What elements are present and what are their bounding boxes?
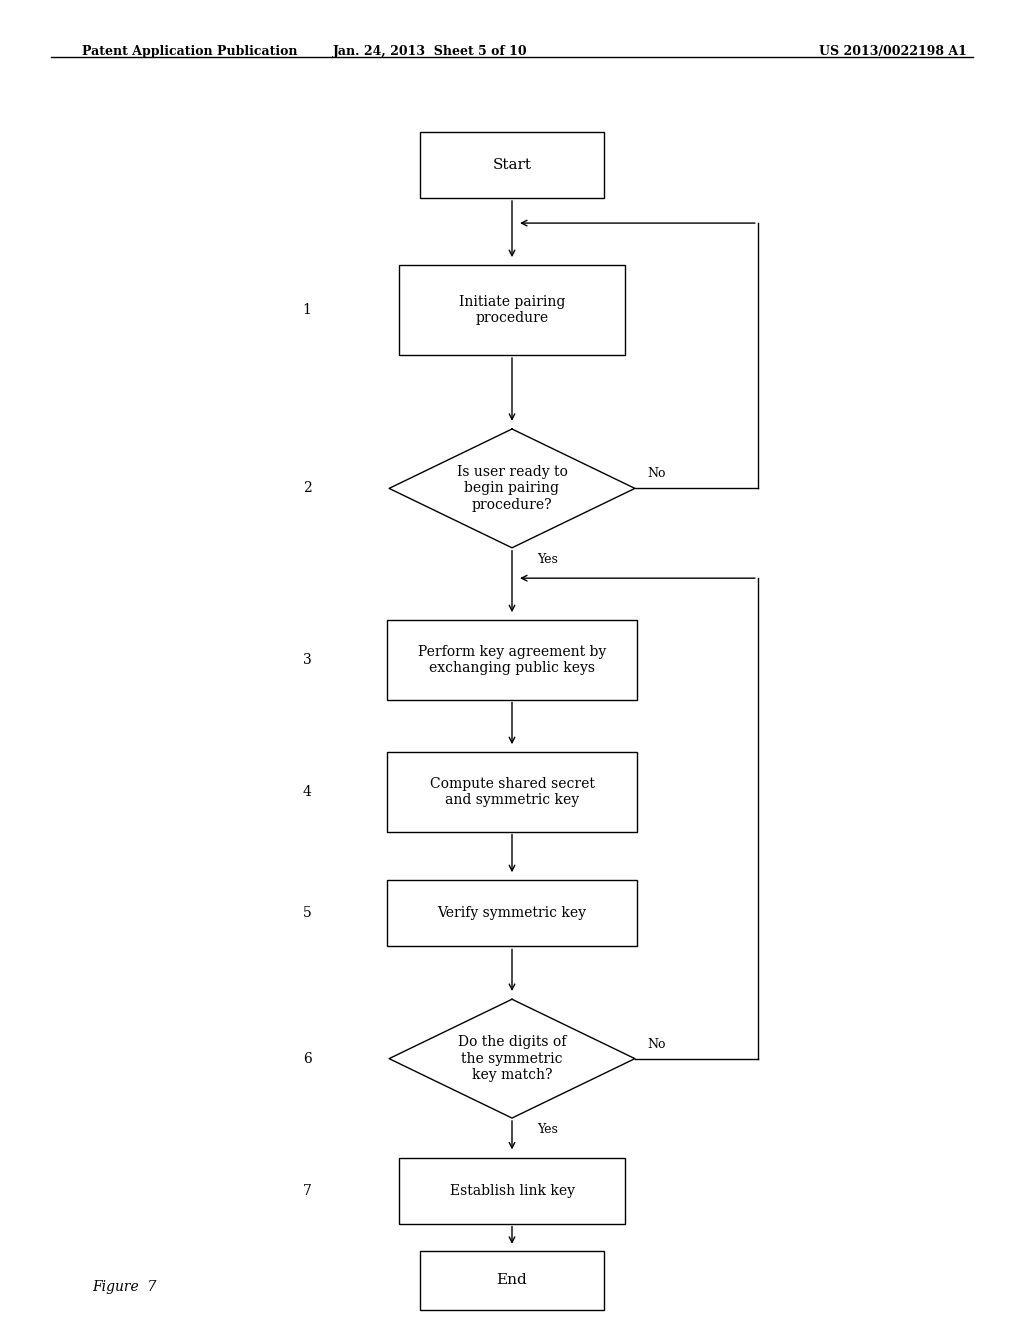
Text: Perform key agreement by
exchanging public keys: Perform key agreement by exchanging publ… xyxy=(418,645,606,675)
Text: Compute shared secret
and symmetric key: Compute shared secret and symmetric key xyxy=(429,777,595,807)
FancyBboxPatch shape xyxy=(420,1251,604,1309)
Text: Jan. 24, 2013  Sheet 5 of 10: Jan. 24, 2013 Sheet 5 of 10 xyxy=(333,45,527,58)
Text: Initiate pairing
procedure: Initiate pairing procedure xyxy=(459,296,565,325)
FancyBboxPatch shape xyxy=(420,132,604,198)
FancyBboxPatch shape xyxy=(399,1158,625,1224)
Text: 5: 5 xyxy=(303,907,311,920)
Text: 2: 2 xyxy=(303,482,311,495)
Text: Yes: Yes xyxy=(538,553,558,566)
Text: 3: 3 xyxy=(303,653,311,667)
Text: No: No xyxy=(647,1038,666,1051)
Text: Verify symmetric key: Verify symmetric key xyxy=(437,907,587,920)
Text: 7: 7 xyxy=(303,1184,311,1197)
Text: US 2013/0022198 A1: US 2013/0022198 A1 xyxy=(819,45,967,58)
Text: Patent Application Publication: Patent Application Publication xyxy=(82,45,297,58)
Text: 6: 6 xyxy=(303,1052,311,1065)
Text: Figure  7: Figure 7 xyxy=(92,1279,157,1294)
Text: End: End xyxy=(497,1274,527,1287)
FancyBboxPatch shape xyxy=(387,620,637,700)
Text: Yes: Yes xyxy=(538,1123,558,1137)
Polygon shape xyxy=(389,999,635,1118)
Text: Is user ready to
begin pairing
procedure?: Is user ready to begin pairing procedure… xyxy=(457,465,567,512)
Text: Do the digits of
the symmetric
key match?: Do the digits of the symmetric key match… xyxy=(458,1035,566,1082)
FancyBboxPatch shape xyxy=(399,265,625,355)
Text: Start: Start xyxy=(493,158,531,172)
Text: 1: 1 xyxy=(303,304,311,317)
Text: 4: 4 xyxy=(303,785,311,799)
FancyBboxPatch shape xyxy=(387,880,637,946)
Polygon shape xyxy=(389,429,635,548)
Text: No: No xyxy=(647,467,666,480)
FancyBboxPatch shape xyxy=(387,752,637,832)
Text: Establish link key: Establish link key xyxy=(450,1184,574,1197)
